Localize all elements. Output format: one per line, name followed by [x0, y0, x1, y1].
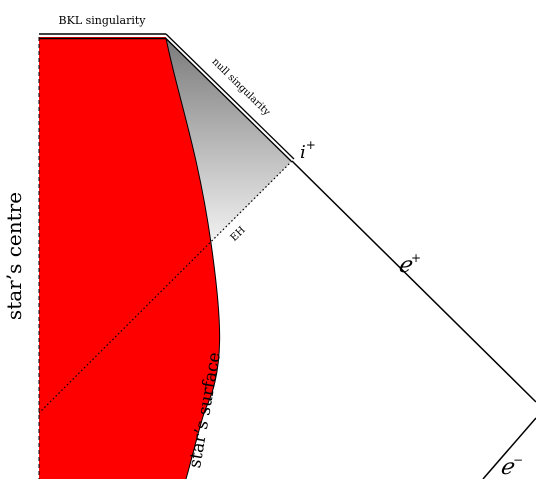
event-horizon-label: EH — [229, 224, 248, 243]
i-plus-label: i+ — [300, 138, 316, 163]
star-region — [39, 37, 220, 479]
null-singularity-line-a — [165, 33, 295, 160]
scri-plus-label: ℯ+ — [398, 251, 421, 278]
scri-plus-line — [291, 160, 536, 403]
bkl-singularity-label: BKL singularity — [59, 14, 147, 27]
scri-minus-line — [482, 417, 536, 479]
stars-centre-label: star’s centre — [2, 192, 26, 320]
scri-minus-label: ℯ− — [500, 453, 523, 479]
star-surface-line — [165, 37, 221, 479]
null-singularity-line-b — [165, 38, 292, 162]
